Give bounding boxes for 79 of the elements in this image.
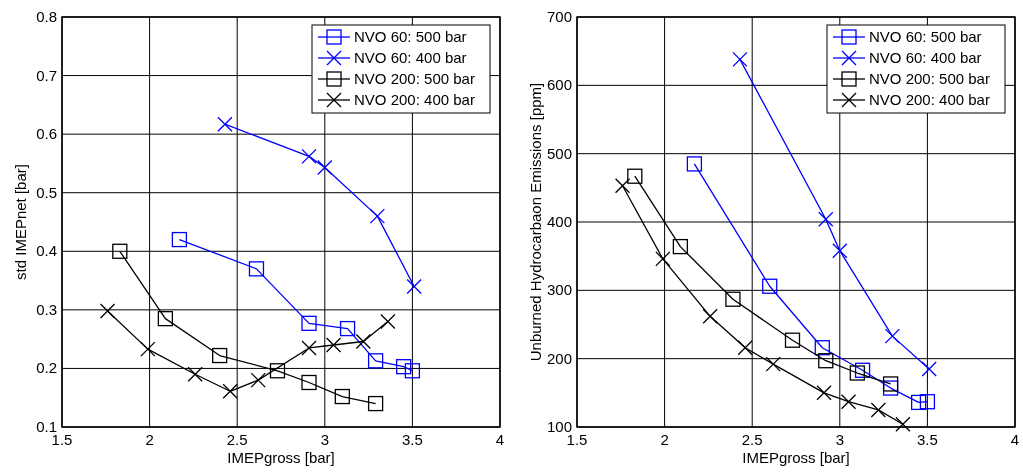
x-tick-label: 4 xyxy=(495,431,505,448)
point xyxy=(367,395,384,412)
x-tick-label: 4 xyxy=(1010,431,1020,448)
y-tick-label: 0.8 xyxy=(36,8,57,25)
point xyxy=(217,116,233,132)
point xyxy=(187,366,203,382)
point xyxy=(762,278,778,294)
y-axis-title: std IMEPnet [bar] xyxy=(12,164,29,280)
point xyxy=(818,353,834,369)
point xyxy=(627,168,643,184)
legend-label: NVO 60: 500 bar xyxy=(354,28,467,45)
point xyxy=(301,374,317,391)
y-tick-label: 0.7 xyxy=(36,66,57,84)
y-tick-label: 0.2 xyxy=(36,359,57,377)
x-axis-title: IMEPgross [bar] xyxy=(742,449,850,466)
point xyxy=(672,238,689,255)
point xyxy=(849,365,865,381)
x-axis-title: IMEPgross [bar] xyxy=(227,449,335,466)
point xyxy=(395,359,412,375)
point xyxy=(99,303,116,319)
point xyxy=(339,320,356,337)
x-tick-label: 3 xyxy=(835,431,844,448)
point xyxy=(222,383,238,399)
legend-label: NVO 200: 400 bar xyxy=(354,91,475,108)
point xyxy=(784,332,801,348)
point xyxy=(404,363,421,379)
y-tick-label: 300 xyxy=(546,281,572,299)
point xyxy=(325,337,342,353)
point xyxy=(814,340,830,356)
point xyxy=(737,340,753,356)
y-tick-label: 600 xyxy=(546,76,572,94)
point xyxy=(112,243,128,259)
point xyxy=(380,313,396,330)
y-tick-label: 400 xyxy=(546,213,572,230)
legend-label: NVO 200: 400 bar xyxy=(869,91,990,108)
point xyxy=(818,211,834,227)
point xyxy=(369,208,386,224)
point xyxy=(686,156,703,172)
y-tick-label: 700 xyxy=(546,8,572,25)
y-tick-label: 200 xyxy=(546,349,572,367)
point xyxy=(884,328,901,344)
point xyxy=(301,315,317,331)
point xyxy=(317,159,333,176)
point xyxy=(854,362,871,378)
point xyxy=(725,291,741,307)
point xyxy=(367,353,384,369)
x-tick-label: 3 xyxy=(320,431,329,448)
point xyxy=(832,243,848,259)
legend-label: NVO 60: 400 bar xyxy=(354,49,467,66)
x-tick-label: 2.5 xyxy=(226,431,248,448)
point xyxy=(919,394,936,410)
y-tick-label: 0.3 xyxy=(36,300,57,318)
point xyxy=(870,402,886,418)
point xyxy=(212,347,228,364)
x-tick-label: 2 xyxy=(660,431,669,448)
y-tick-label: 0.6 xyxy=(36,125,57,143)
y-tick-label: 500 xyxy=(546,144,572,162)
x-tick-label: 3.5 xyxy=(401,431,423,448)
point xyxy=(910,394,927,411)
legend-label: NVO 60: 400 bar xyxy=(869,49,982,66)
point xyxy=(406,278,422,295)
point xyxy=(334,388,350,405)
y-axis-title: Unburned Hydrocarbaon Emissions [ppm] xyxy=(527,82,544,362)
legend-label: NVO 60: 500 bar xyxy=(869,28,982,45)
point xyxy=(840,394,857,410)
point xyxy=(171,231,188,248)
point xyxy=(157,310,174,327)
x-tick-label: 3.5 xyxy=(916,431,938,448)
y-tick-label: 0.4 xyxy=(36,242,57,260)
point xyxy=(614,178,631,194)
point xyxy=(882,376,899,392)
y-tick-label: 0.5 xyxy=(36,183,57,201)
x-tick-label: 2 xyxy=(145,431,154,448)
legend-label: NVO 200: 500 bar xyxy=(869,70,990,87)
point xyxy=(269,363,286,379)
point xyxy=(732,51,748,68)
x-tick-label: 2.5 xyxy=(741,431,763,448)
legend-label: NVO 200: 500 bar xyxy=(354,70,475,87)
point xyxy=(248,261,265,277)
